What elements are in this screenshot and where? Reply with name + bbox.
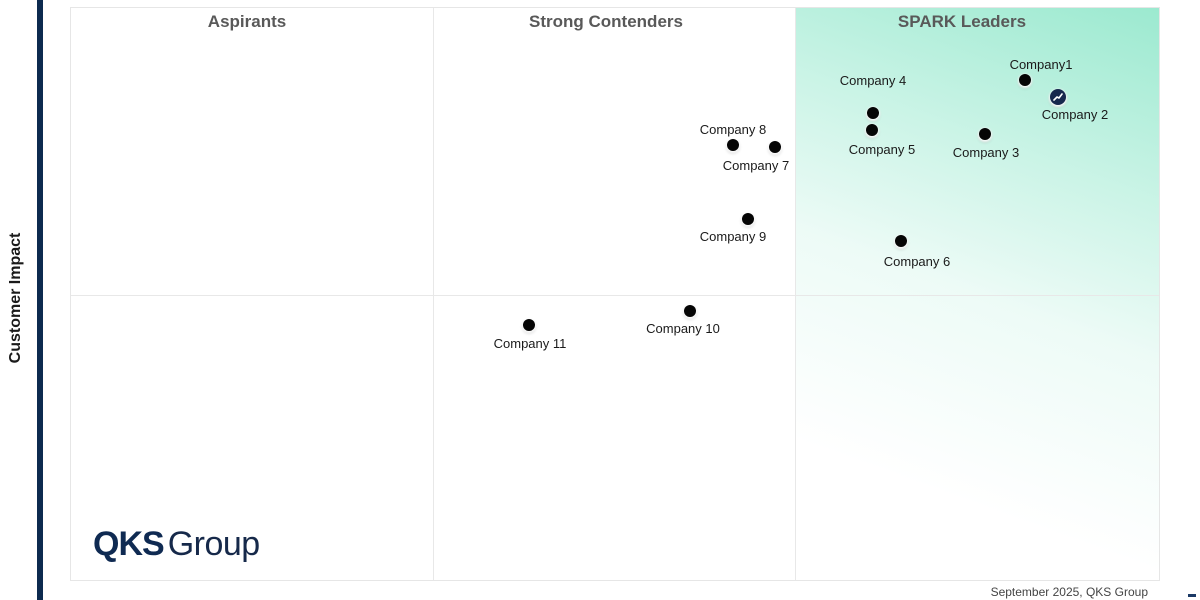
data-point[interactable] xyxy=(684,305,696,317)
data-point[interactable] xyxy=(866,124,878,136)
axis-bar xyxy=(37,0,43,600)
data-point[interactable] xyxy=(979,128,991,140)
data-point[interactable] xyxy=(769,141,781,153)
quadrant-title-spark-leaders: SPARK Leaders xyxy=(897,12,1027,31)
trend-up-icon xyxy=(1053,93,1063,101)
point-label: Company 8 xyxy=(699,122,767,137)
data-point[interactable] xyxy=(1019,74,1031,86)
qks-group-logo: QKS Group xyxy=(93,525,260,564)
point-label: Company 2 xyxy=(1041,107,1109,122)
data-point-highlight[interactable] xyxy=(1050,89,1066,105)
divider-vertical-2 xyxy=(795,8,796,580)
point-label: Company 7 xyxy=(722,158,790,173)
logo-light: Group xyxy=(167,525,261,563)
point-label: Company 9 xyxy=(699,229,767,244)
corner-mark xyxy=(1188,594,1196,597)
quadrant-plot: Aspirants Strong Contenders SPARK Leader… xyxy=(70,7,1160,581)
point-label: Company 10 xyxy=(646,321,720,336)
data-point[interactable] xyxy=(727,139,739,151)
point-label: Company 3 xyxy=(952,145,1020,160)
point-label: Company 6 xyxy=(883,254,951,269)
point-label: Company 11 xyxy=(493,336,567,351)
quadrant-title-strong-contenders: Strong Contenders xyxy=(529,12,683,31)
leaders-gradient xyxy=(795,8,1159,580)
logo-bold: QKS xyxy=(93,525,165,563)
data-point[interactable] xyxy=(523,319,535,331)
y-axis-label: Customer Impact xyxy=(7,232,24,364)
footer-credit: September 2025, QKS Group xyxy=(990,585,1148,599)
divider-vertical-1 xyxy=(433,8,434,580)
point-label: Company1 xyxy=(1009,57,1073,72)
divider-horizontal xyxy=(71,295,1159,296)
data-point[interactable] xyxy=(895,235,907,247)
quadrant-title-aspirants: Aspirants xyxy=(207,12,287,31)
point-label: Company 5 xyxy=(848,142,916,157)
data-point[interactable] xyxy=(742,213,754,225)
data-point[interactable] xyxy=(867,107,879,119)
point-label: Company 4 xyxy=(839,73,907,88)
